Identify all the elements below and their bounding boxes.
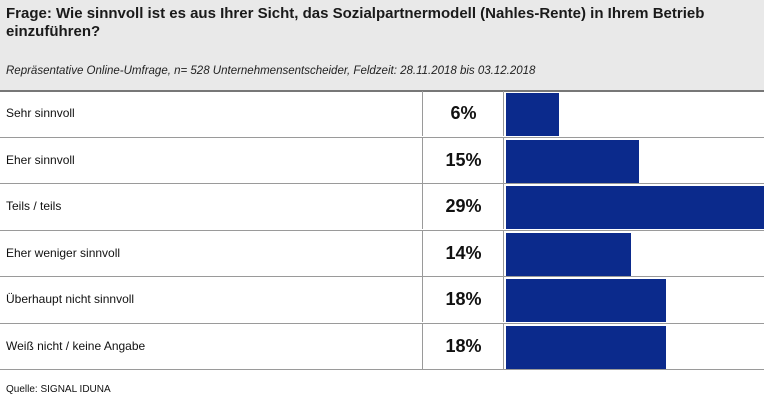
value-label: 14% bbox=[424, 230, 504, 276]
bar bbox=[506, 93, 559, 136]
row-divider bbox=[0, 183, 764, 184]
category-label: Eher sinnvoll bbox=[6, 152, 75, 167]
category-cell: Weiß nicht / keine Angabe bbox=[0, 323, 423, 369]
category-cell: Sehr sinnvoll bbox=[0, 91, 423, 136]
table-top-border bbox=[0, 90, 764, 92]
bar bbox=[506, 232, 631, 276]
results-table: Sehr sinnvoll 6% Eher sinnvoll 15% Teils / t… bbox=[0, 90, 764, 370]
bar bbox=[506, 139, 639, 183]
category-label: Sehr sinnvoll bbox=[6, 106, 75, 120]
category-label: Teils / teils bbox=[6, 199, 62, 213]
category-label: Weiß nicht / keine Angabe bbox=[6, 338, 146, 353]
row-divider bbox=[0, 323, 764, 324]
table-row: Sehr sinnvoll 6% bbox=[0, 91, 764, 137]
bar bbox=[506, 186, 764, 229]
row-divider bbox=[0, 369, 764, 370]
category-label: Eher weniger sinnvoll bbox=[6, 245, 121, 260]
row-divider bbox=[0, 137, 764, 138]
question-title: Frage: Wie sinnvoll ist es aus Ihrer Sic… bbox=[6, 5, 705, 40]
table-row: Eher sinnvoll 15% bbox=[0, 137, 764, 184]
value-label: 29% bbox=[424, 184, 504, 229]
value-label: 15% bbox=[424, 137, 504, 183]
row-divider bbox=[0, 276, 764, 277]
row-divider bbox=[0, 230, 764, 231]
table-row: Teils / teils 29% bbox=[0, 184, 764, 230]
header: Frage: Wie sinnvoll ist es aus Ihrer Sic… bbox=[0, 0, 764, 90]
category-cell: Eher sinnvoll bbox=[0, 137, 423, 183]
value-label: 18% bbox=[424, 323, 504, 369]
bar bbox=[506, 325, 666, 369]
survey-subtitle: Repräsentative Online-Umfrage, n= 528 Un… bbox=[6, 65, 536, 77]
source-note: Quelle: SIGNAL IDUNA bbox=[6, 384, 111, 395]
category-cell: Teils / teils bbox=[0, 184, 423, 229]
bar bbox=[506, 279, 666, 322]
value-label: 6% bbox=[424, 91, 504, 136]
table-row: Eher weniger sinnvoll 14% bbox=[0, 230, 764, 277]
category-label: Überhaupt nicht sinnvoll bbox=[6, 292, 135, 306]
table-row: Überhaupt nicht sinnvoll 18% bbox=[0, 277, 764, 323]
category-cell: Eher weniger sinnvoll bbox=[0, 230, 423, 276]
category-cell: Überhaupt nicht sinnvoll bbox=[0, 277, 423, 322]
table-row: Weiß nicht / keine Angabe 18% bbox=[0, 323, 764, 370]
value-label: 18% bbox=[424, 277, 504, 322]
